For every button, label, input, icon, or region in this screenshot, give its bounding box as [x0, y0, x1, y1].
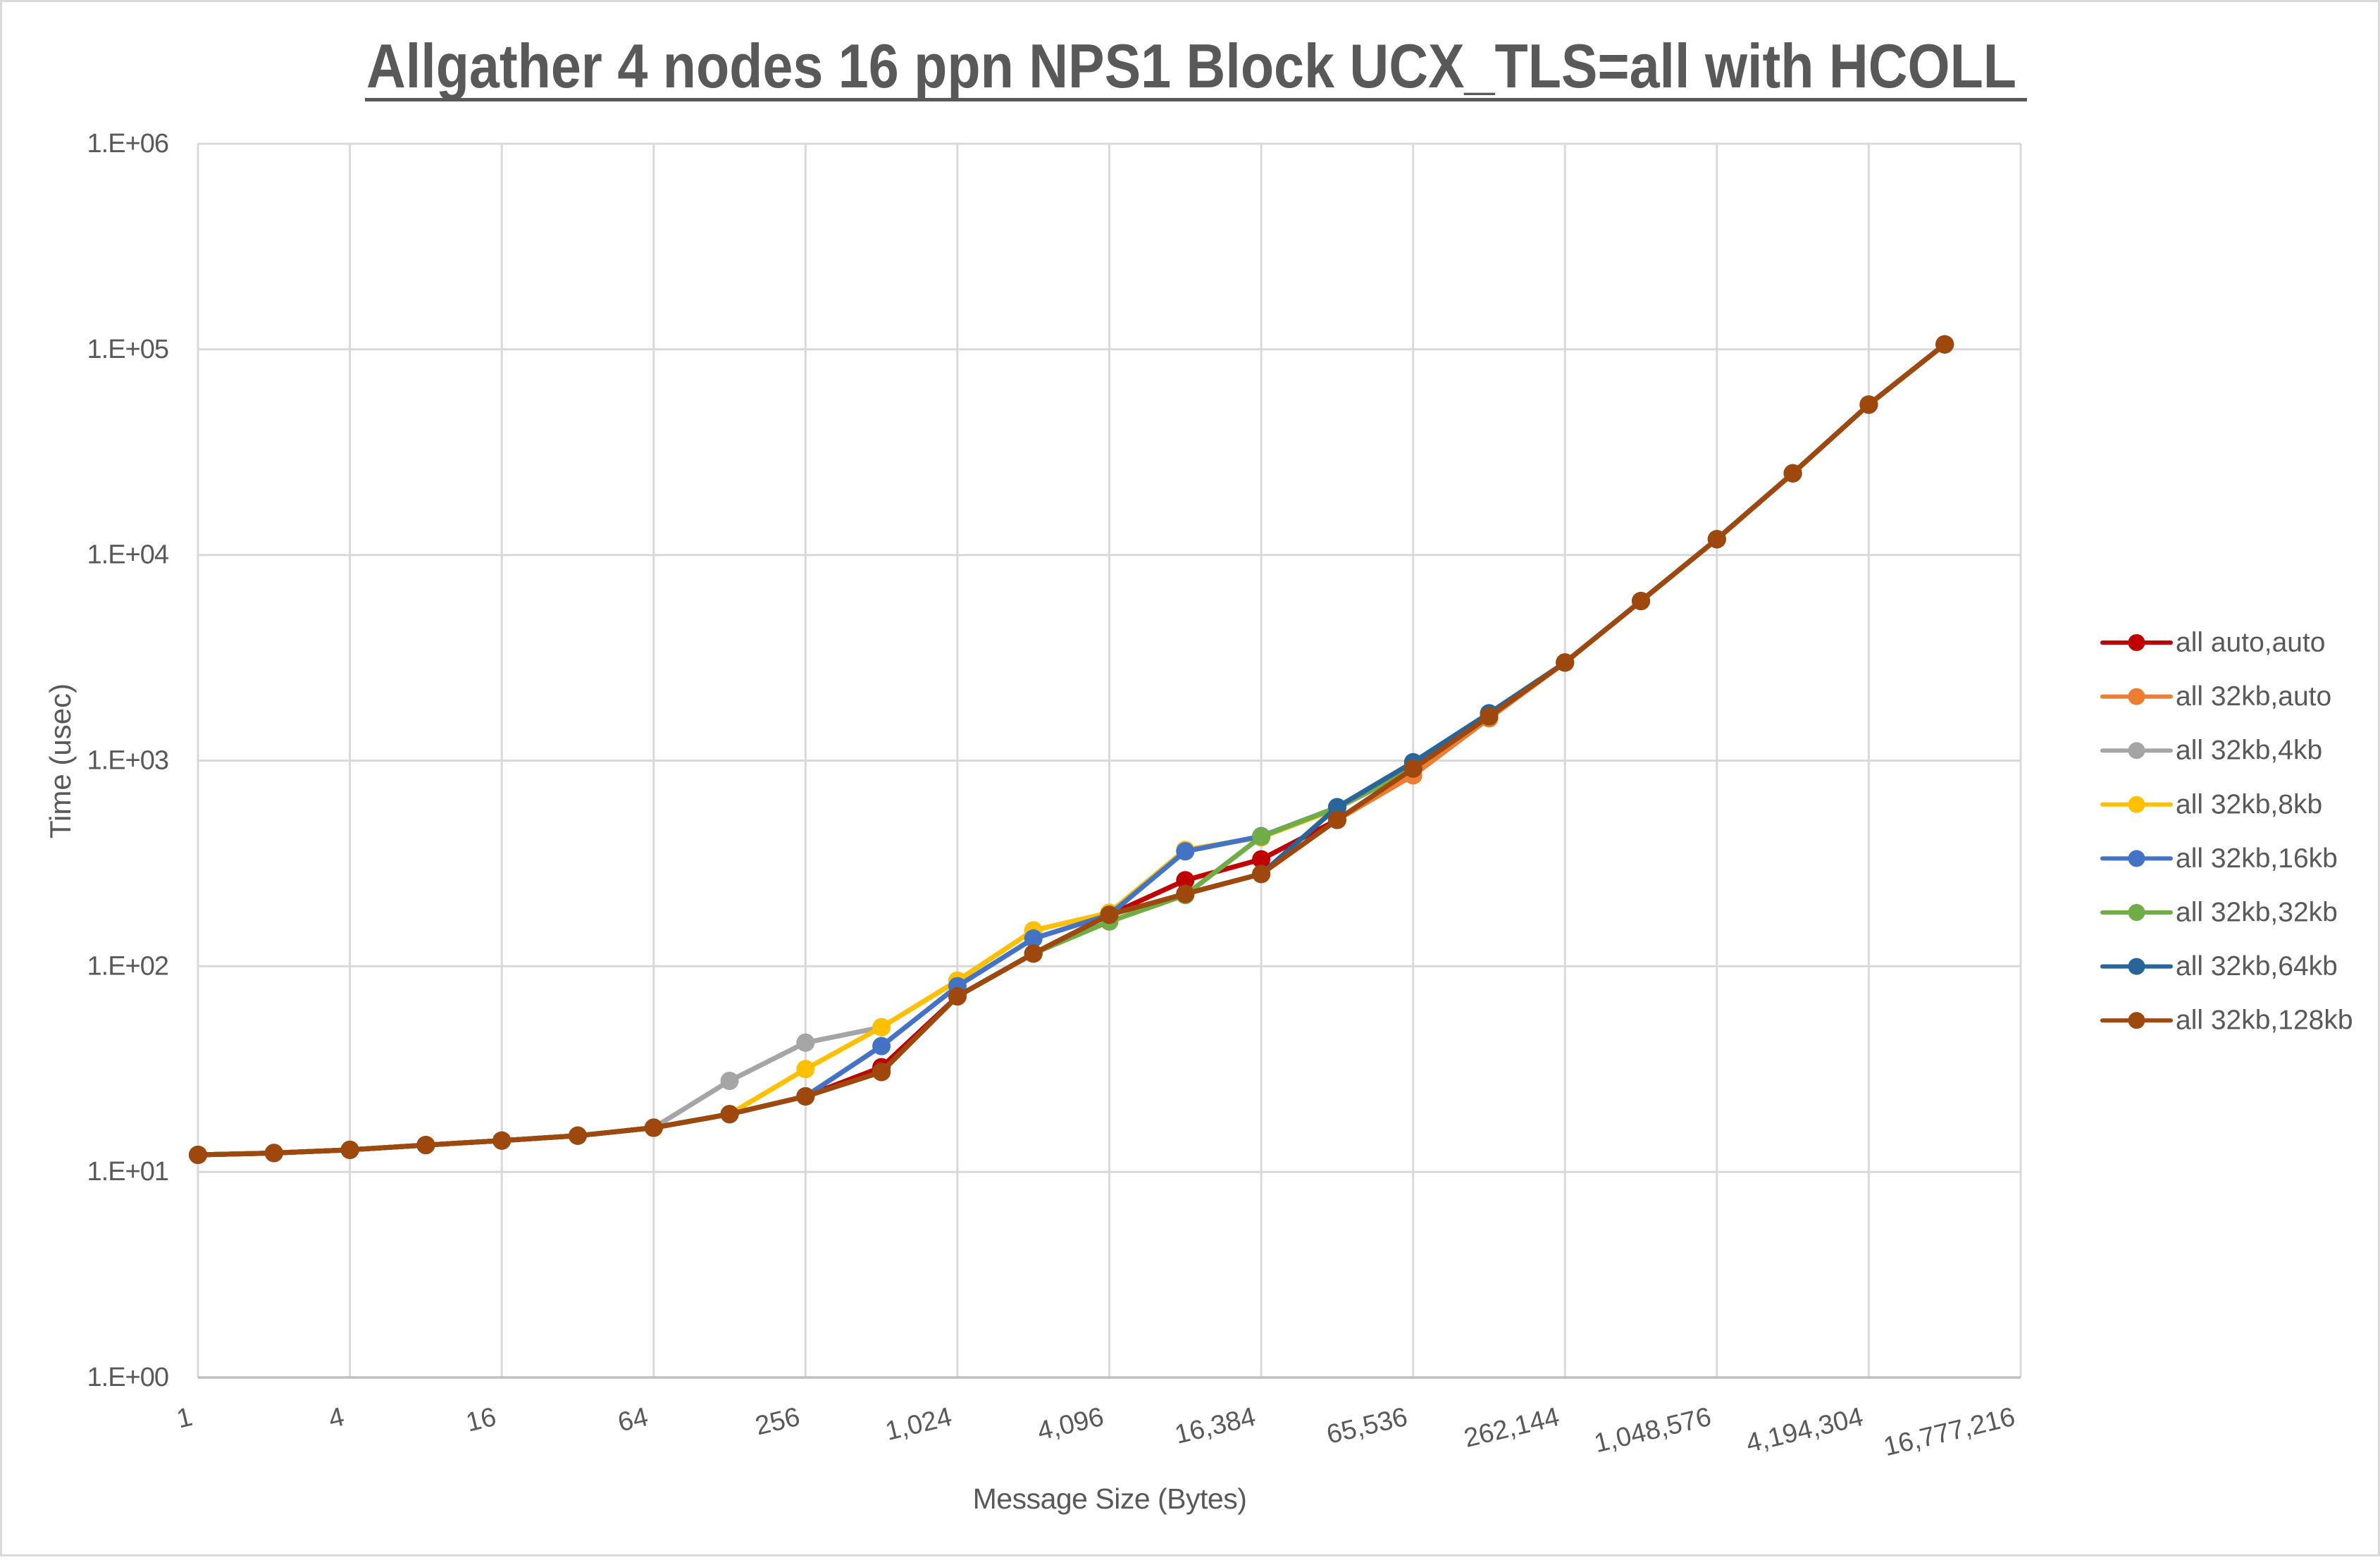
svg-text:16: 16 [463, 1402, 499, 1438]
svg-text:all 32kb,8kb: all 32kb,8kb [2176, 789, 2322, 819]
svg-text:all 32kb,64kb: all 32kb,64kb [2176, 951, 2338, 982]
svg-text:all 32kb,32kb: all 32kb,32kb [2176, 898, 2338, 928]
svg-text:1.E+05: 1.E+05 [87, 335, 169, 364]
svg-text:64: 64 [615, 1402, 651, 1438]
svg-text:1.E+06: 1.E+06 [87, 129, 169, 159]
svg-text:1.E+03: 1.E+03 [87, 746, 169, 776]
svg-text:1.E+04: 1.E+04 [87, 540, 169, 570]
svg-text:1.E+02: 1.E+02 [87, 951, 169, 981]
svg-text:1.E+01: 1.E+01 [87, 1157, 169, 1187]
svg-text:Message Size (Bytes): Message Size (Bytes) [973, 1482, 1247, 1515]
svg-text:1.E+00: 1.E+00 [87, 1363, 169, 1392]
svg-text:all 32kb,16kb: all 32kb,16kb [2176, 843, 2338, 874]
svg-text:all 32kb,auto: all 32kb,auto [2176, 681, 2331, 712]
svg-text:all 32kb,4kb: all 32kb,4kb [2176, 736, 2322, 766]
svg-text:Time (usec): Time (usec) [44, 683, 77, 838]
svg-text:Allgather 4 nodes 16 ppn NPS1: Allgather 4 nodes 16 ppn NPS1 Block UCX_… [366, 31, 2016, 101]
svg-text:all 32kb,128kb: all 32kb,128kb [2176, 1005, 2353, 1036]
svg-text:all auto,auto: all auto,auto [2176, 628, 2326, 658]
